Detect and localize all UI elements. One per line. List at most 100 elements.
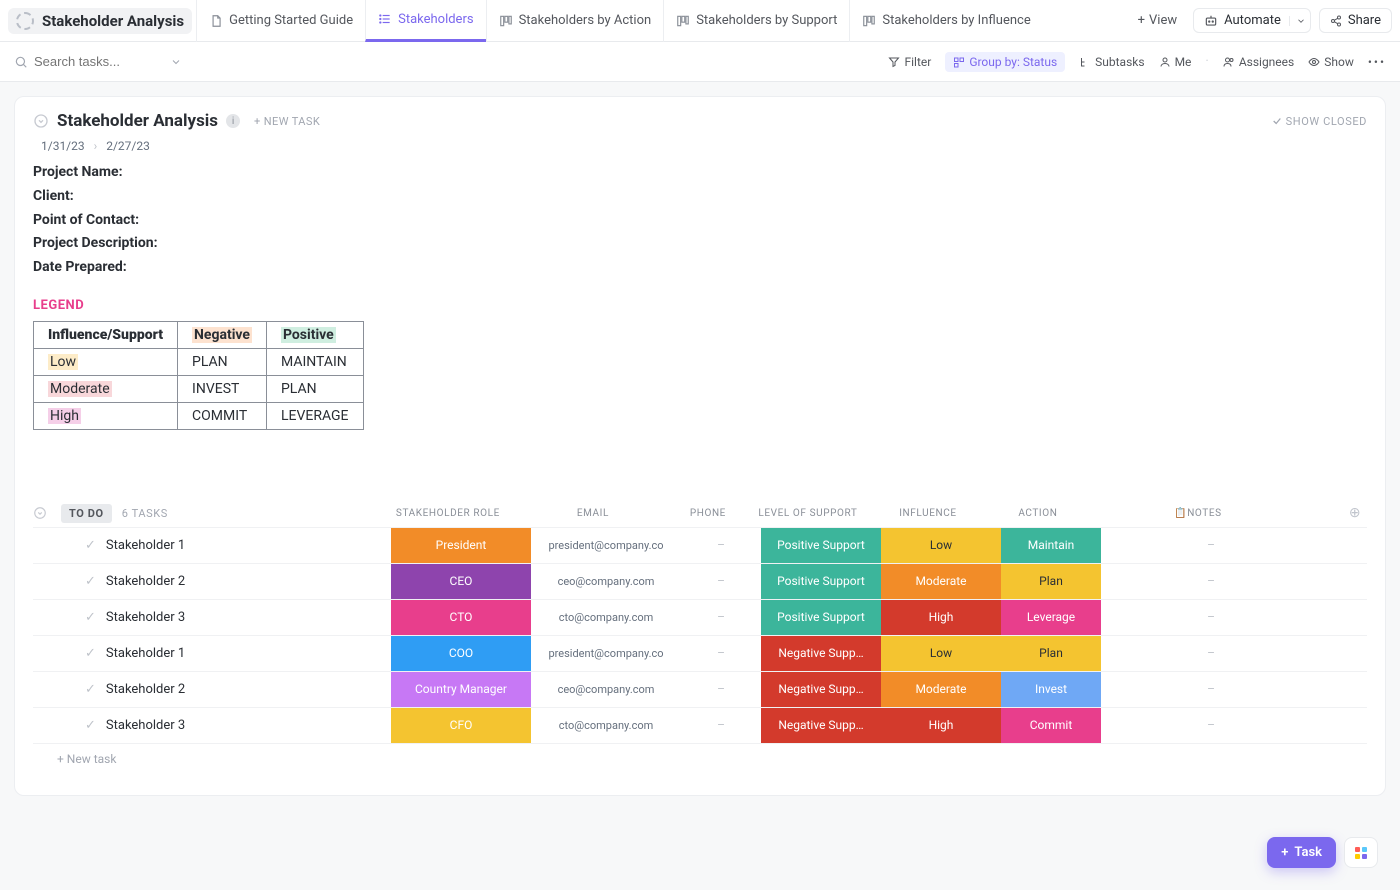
col-email[interactable]: EMAIL: [518, 508, 668, 519]
phone-cell[interactable]: –: [681, 564, 761, 599]
role-tag[interactable]: COO: [391, 636, 531, 671]
col-action[interactable]: ACTION: [988, 508, 1088, 519]
role-tag[interactable]: President: [391, 528, 531, 563]
task-name-cell[interactable]: ✓Stakeholder 2: [61, 564, 391, 599]
action-tag[interactable]: Plan: [1001, 564, 1101, 599]
task-fab[interactable]: + Task: [1267, 837, 1336, 868]
email-cell[interactable]: president@company.co: [531, 528, 681, 563]
action-tag[interactable]: Maintain: [1001, 528, 1101, 563]
groupby-button[interactable]: Group by: Status: [945, 52, 1065, 72]
action-tag[interactable]: Invest: [1001, 672, 1101, 707]
board-icon: [676, 14, 690, 28]
tab-stakeholders-by-influence[interactable]: Stakeholders by Influence: [849, 0, 1042, 42]
add-task-row[interactable]: + New task: [33, 743, 1367, 775]
role-tag[interactable]: CEO: [391, 564, 531, 599]
new-task-link[interactable]: + NEW TASK: [254, 115, 320, 128]
email-cell[interactable]: president@company.co: [531, 636, 681, 671]
col-influence[interactable]: INFLUENCE: [868, 508, 988, 519]
notes-cell[interactable]: –: [1101, 564, 1321, 599]
influence-tag[interactable]: High: [881, 708, 1001, 743]
influence-tag[interactable]: High: [881, 600, 1001, 635]
notes-cell[interactable]: –: [1101, 528, 1321, 563]
add-column-button[interactable]: ⊕: [1343, 505, 1367, 521]
task-name-cell[interactable]: ✓Stakeholder 3: [61, 600, 391, 635]
status-pill[interactable]: TO DO: [61, 504, 112, 523]
assignees-button[interactable]: Assignees: [1223, 55, 1294, 69]
date-start: 1/31/23: [41, 139, 85, 153]
search-box[interactable]: [14, 54, 214, 69]
support-tag[interactable]: Negative Supp…: [761, 672, 881, 707]
email-cell[interactable]: cto@company.com: [531, 600, 681, 635]
tab-stakeholders-by-action[interactable]: Stakeholders by Action: [486, 0, 664, 42]
filter-icon: [888, 56, 900, 68]
role-tag[interactable]: CFO: [391, 708, 531, 743]
automate-button[interactable]: Automate: [1193, 8, 1311, 33]
col-support[interactable]: LEVEL OF SUPPORT: [748, 508, 868, 519]
more-icon: •••: [1368, 55, 1386, 69]
subtasks-button[interactable]: Subtasks: [1079, 55, 1144, 69]
collapse-circle-icon[interactable]: [33, 113, 49, 129]
email-cell[interactable]: ceo@company.com: [531, 564, 681, 599]
support-tag[interactable]: Positive Support: [761, 528, 881, 563]
doc-icon: [209, 14, 223, 28]
grid-header-row: TO DO 6 TASKS STAKEHOLDER ROLE EMAIL PHO…: [33, 500, 1367, 527]
phone-cell[interactable]: –: [681, 528, 761, 563]
action-tag[interactable]: Plan: [1001, 636, 1101, 671]
col-phone[interactable]: PHONE: [668, 508, 748, 519]
action-tag[interactable]: Leverage: [1001, 600, 1101, 635]
support-tag[interactable]: Positive Support: [761, 600, 881, 635]
add-view-button[interactable]: + View: [1126, 13, 1190, 28]
influence-tag[interactable]: Low: [881, 528, 1001, 563]
show-closed-toggle[interactable]: SHOW CLOSED: [1272, 115, 1367, 128]
notes-cell[interactable]: –: [1101, 636, 1321, 671]
apps-fab[interactable]: [1344, 837, 1378, 868]
role-tag[interactable]: CTO: [391, 600, 531, 635]
tab-getting-started-guide[interactable]: Getting Started Guide: [196, 0, 365, 42]
table-row[interactable]: ✓Stakeholder 3CTOcto@company.com–Positiv…: [33, 599, 1367, 635]
email-cell[interactable]: cto@company.com: [531, 708, 681, 743]
task-name-cell[interactable]: ✓Stakeholder 2: [61, 672, 391, 707]
workspace-title-block[interactable]: Stakeholder Analysis: [8, 8, 192, 34]
filter-button[interactable]: Filter: [888, 55, 931, 69]
phone-cell[interactable]: –: [681, 636, 761, 671]
table-row[interactable]: ✓Stakeholder 3CFOcto@company.com–Negativ…: [33, 707, 1367, 743]
col-notes[interactable]: 📋NOTES: [1088, 508, 1308, 519]
notes-cell[interactable]: –: [1101, 672, 1321, 707]
phone-cell[interactable]: –: [681, 672, 761, 707]
collapse-group-icon[interactable]: [33, 506, 61, 520]
influence-tag[interactable]: Moderate: [881, 672, 1001, 707]
action-tag[interactable]: Commit: [1001, 708, 1101, 743]
check-icon: ✓: [85, 574, 96, 589]
table-row[interactable]: ✓Stakeholder 2CEOceo@company.com–Positiv…: [33, 563, 1367, 599]
me-button[interactable]: Me: [1159, 55, 1192, 69]
notes-cell[interactable]: –: [1101, 600, 1321, 635]
search-input[interactable]: [34, 54, 164, 69]
show-button[interactable]: Show: [1308, 55, 1354, 69]
task-name-cell[interactable]: ✓Stakeholder 1: [61, 636, 391, 671]
support-tag[interactable]: Positive Support: [761, 564, 881, 599]
check-icon: ✓: [85, 538, 96, 553]
tab-stakeholders-by-support[interactable]: Stakeholders by Support: [663, 0, 849, 42]
tab-stakeholders[interactable]: Stakeholders: [365, 0, 485, 42]
influence-tag[interactable]: Low: [881, 636, 1001, 671]
plus-icon: +: [1138, 13, 1145, 28]
support-tag[interactable]: Negative Supp…: [761, 708, 881, 743]
email-cell[interactable]: ceo@company.com: [531, 672, 681, 707]
check-icon: [1272, 116, 1282, 126]
task-name-cell[interactable]: ✓Stakeholder 3: [61, 708, 391, 743]
influence-tag[interactable]: Moderate: [881, 564, 1001, 599]
table-row[interactable]: ✓Stakeholder 1Presidentpresident@company…: [33, 527, 1367, 563]
phone-cell[interactable]: –: [681, 708, 761, 743]
notes-cell[interactable]: –: [1101, 708, 1321, 743]
role-tag[interactable]: Country Manager: [391, 672, 531, 707]
col-role[interactable]: STAKEHOLDER ROLE: [378, 508, 518, 519]
share-button[interactable]: Share: [1319, 8, 1392, 33]
info-icon[interactable]: i: [226, 114, 240, 128]
tab-label: Stakeholders by Action: [519, 13, 652, 28]
more-button[interactable]: •••: [1368, 55, 1386, 69]
table-row[interactable]: ✓Stakeholder 2Country Managerceo@company…: [33, 671, 1367, 707]
table-row[interactable]: ✓Stakeholder 1COOpresident@company.co–Ne…: [33, 635, 1367, 671]
task-name-cell[interactable]: ✓Stakeholder 1: [61, 528, 391, 563]
support-tag[interactable]: Negative Supp…: [761, 636, 881, 671]
phone-cell[interactable]: –: [681, 600, 761, 635]
